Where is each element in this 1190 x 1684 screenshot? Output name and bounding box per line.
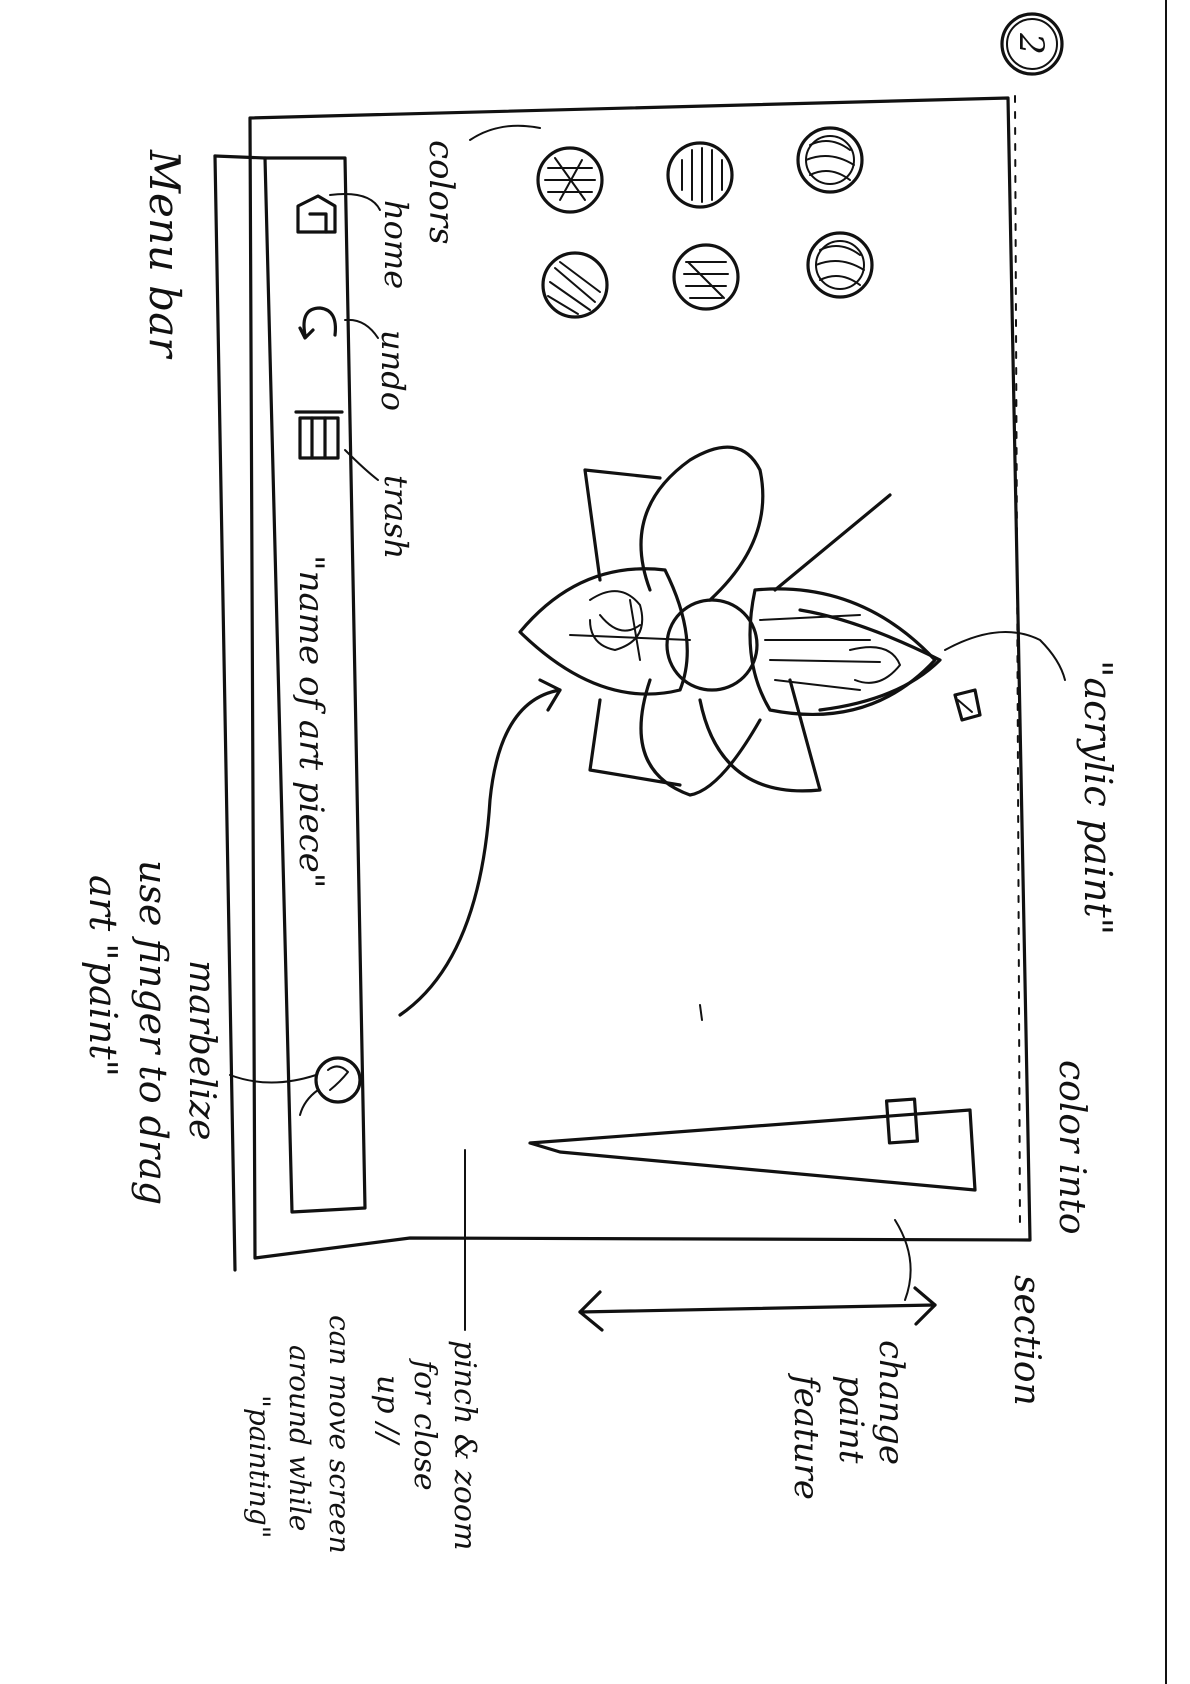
art-piece-name: "name of art piece": [291, 555, 331, 888]
trash-callout: [344, 449, 379, 481]
home-icon[interactable]: [296, 194, 337, 234]
color-swatch[interactable]: [666, 141, 734, 209]
paint-bucket-icon[interactable]: [953, 688, 982, 722]
pinch-line-1: pinch & zoom: [447, 1340, 482, 1550]
finger-paint-line-1: use finger to drag: [131, 860, 175, 1205]
pinch-line-6: "painting": [243, 1395, 276, 1539]
undo-icon[interactable]: [298, 306, 338, 340]
canvas-mark: [699, 1004, 703, 1021]
color-into-label: color into: [1051, 1060, 1092, 1235]
paint-size-slider[interactable]: [528, 1097, 977, 1192]
color-swatch[interactable]: [796, 126, 864, 194]
slider-thumb[interactable]: [884, 1097, 920, 1145]
color-palette[interactable]: [536, 126, 874, 319]
svg-text:2: 2: [1011, 32, 1051, 55]
art-name-arrow: [398, 688, 562, 1017]
feature-label: feature: [786, 1372, 826, 1500]
marbelize-label: marbelize: [181, 960, 222, 1140]
color-swatch[interactable]: [541, 251, 609, 319]
pinch-line-4: can move screen: [323, 1315, 356, 1554]
change-paint-arrow: [578, 1219, 937, 1332]
menu-bar[interactable]: [213, 154, 367, 1272]
color-swatch[interactable]: [806, 231, 874, 299]
home-label: home: [377, 200, 415, 289]
finger-paint-line-2: art "paint": [81, 875, 125, 1077]
undo-label: undo: [374, 330, 412, 411]
trash-label: trash: [377, 475, 415, 559]
change-label: change: [871, 1340, 911, 1465]
page-number: 2: [1000, 12, 1064, 76]
home-callout: [329, 193, 381, 211]
flower-artwork[interactable]: [518, 445, 942, 797]
trash-icon[interactable]: [294, 410, 344, 460]
paint-label: paint: [831, 1375, 871, 1464]
section-label: section: [1006, 1275, 1047, 1406]
marbelize-icon[interactable]: [299, 1056, 362, 1116]
menu-bar-label: Menu bar: [140, 149, 189, 360]
acrylic-paint-label: "acrylic paint": [1076, 660, 1120, 935]
pinch-line-2: for close: [407, 1358, 442, 1491]
pinch-line-5: around while: [283, 1345, 316, 1531]
art-name-arrowhead: [538, 678, 562, 712]
undo-callout: [344, 318, 379, 339]
color-swatch[interactable]: [672, 243, 740, 311]
marbelize-callout: [229, 1074, 317, 1084]
device-screen-frame: [248, 95, 1032, 1260]
colors-label: colors: [421, 140, 461, 245]
pinch-line-3: up //: [370, 1375, 405, 1446]
color-swatch[interactable]: [536, 146, 604, 214]
colors-callout: [469, 124, 541, 141]
acrylic-callout: [944, 631, 1066, 681]
